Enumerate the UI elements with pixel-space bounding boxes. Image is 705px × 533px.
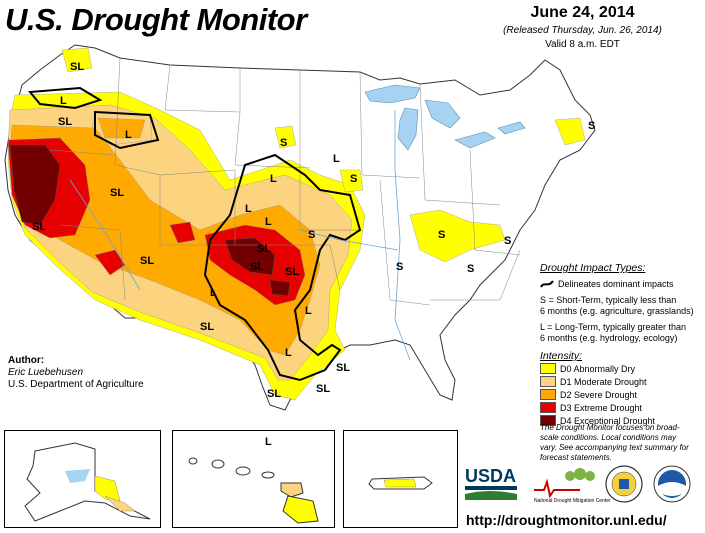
long-term-line1: L = Long-Term, typically greater than [540,322,686,332]
label-s-1: S [280,137,287,149]
label-l-3: L [333,153,340,165]
long-term-def: L = Long-Term, typically greater than 6 … [540,322,705,344]
agency-logos: USDA National Drought Mitigation Center [465,465,691,504]
legend-d2: D2 Severe Drought [540,388,705,401]
release-date: (Released Thursday, Jun. 26, 2014) [503,25,662,36]
label-l-2: L [125,129,132,141]
swatch-d3 [540,402,556,413]
swatch-d1 [540,376,556,387]
label-s-5: S [504,235,511,247]
label-sl-2: SL [58,116,72,128]
author-block: Author: Eric Luebehusen U.S. Department … [8,355,144,391]
label-l-8: L [305,305,312,317]
swatch-d4 [540,415,556,426]
dominant-impact-row: Delineates dominant impacts [540,277,705,290]
label-s-7: S [467,263,474,275]
label-l-1: L [60,95,67,107]
label-s-3: S [308,229,315,241]
hawaii-map: L [188,436,319,524]
impact-outlines [27,86,362,382]
website-link[interactable]: http://droughtmonitor.unl.edu/ [466,512,667,528]
author-heading: Author: [8,355,45,366]
label-sl-12: SL [267,388,281,400]
map-date: June 24, 2014 [530,4,635,21]
dominant-label: Delineates dominant impacts [558,278,674,289]
label-s-2: S [350,173,357,185]
ndmc-logo-text: National Drought Mitigation Center [534,498,611,504]
label-sl-4: SL [32,221,46,233]
usda-logo: USDA [465,466,517,500]
label-sl-9: SL [200,321,214,333]
note-line1: The Drought Monitor focuses on broad- [540,423,680,432]
note-line3: vary. See accompanying text summary for [540,443,689,452]
label-l-9: L [285,347,292,359]
doc-seal [605,465,643,503]
legend-d3-label: D3 Extreme Drought [560,402,643,413]
label-sl-8: SL [285,266,299,278]
page-title: U.S. Drought Monitor [5,2,307,37]
great-lakes [364,84,526,151]
hawaii-inset: L [172,430,335,528]
author-org: U.S. Department of Agriculture [8,379,144,390]
legend-d1-label: D1 Moderate Drought [560,376,647,387]
note-line2: scale conditions. Local conditions may [540,433,677,442]
puerto-rico-inset [343,430,458,528]
legend-d2-label: D2 Severe Drought [560,389,638,400]
label-s-6: S [396,261,403,273]
legend-d4: D4 Exceptional Drought [540,414,705,427]
usda-logo-text: USDA [465,466,516,486]
note-line4: forecast statements. [540,453,613,462]
swatch-d2 [540,389,556,400]
swatch-d0 [540,363,556,374]
label-l-5: L [245,203,252,215]
impact-line-icon [540,279,554,288]
label-sl-1: SL [70,61,84,73]
noaa-logo [653,465,691,503]
intensity-title: Intensity: [540,350,583,362]
label-sl-11: SL [316,383,330,395]
legend-d0-label: D0 Abnormally Dry [560,363,636,374]
label-s-8: S [588,120,595,132]
legend-d3: D3 Extreme Drought [540,401,705,414]
label-l-7: L [210,287,217,299]
alaska-inset [4,430,161,528]
label-l-4: L [270,173,277,185]
legend-d1: D1 Moderate Drought [540,375,705,388]
rivers [69,110,411,361]
author-name: Eric Luebehusen [8,367,84,378]
impact-types-title: Drought Impact Types: [540,262,646,274]
long-term-line2: 6 months (e.g. hydrology, ecology) [540,333,678,343]
disclaimer-note: The Drought Monitor focuses on broad- sc… [540,423,700,463]
short-term-line2: 6 months (e.g. agriculture, grasslands) [540,306,694,316]
short-term-def: S = Short-Term, typically less than 6 mo… [540,295,705,317]
legend: Drought Impact Types: Delineates dominan… [540,262,705,427]
ndmc-logo: National Drought Mitigation Center [534,478,611,504]
short-term-line1: S = Short-Term, typically less than [540,295,677,305]
alaska-map [24,442,151,522]
date-block: June 24, 2014 (Released Thursday, Jun. 2… [470,4,695,50]
impact-labels: SL L SL L SL SL SL S L S L L L S SL SL S… [32,61,595,400]
trees-logo [565,468,595,481]
valid-time: Valid 8 a.m. EDT [545,39,620,50]
label-sl-3: SL [110,187,124,199]
label-l-6: L [265,216,272,228]
d4-areas [9,144,291,297]
hawaii-l-label: L [265,436,272,448]
label-s-4: S [438,229,445,241]
label-sl-10: SL [336,362,350,374]
label-sl-6: SL [257,243,271,255]
label-sl-5: SL [140,255,154,267]
label-sl-7: SL [250,261,264,273]
state-borders [49,57,521,306]
puerto-rico-map [368,476,433,490]
intensity-list: D0 Abnormally Dry D1 Moderate Drought D2… [540,362,705,427]
legend-d4-label: D4 Exceptional Drought [560,415,656,426]
legend-d0: D0 Abnormally Dry [540,362,705,375]
